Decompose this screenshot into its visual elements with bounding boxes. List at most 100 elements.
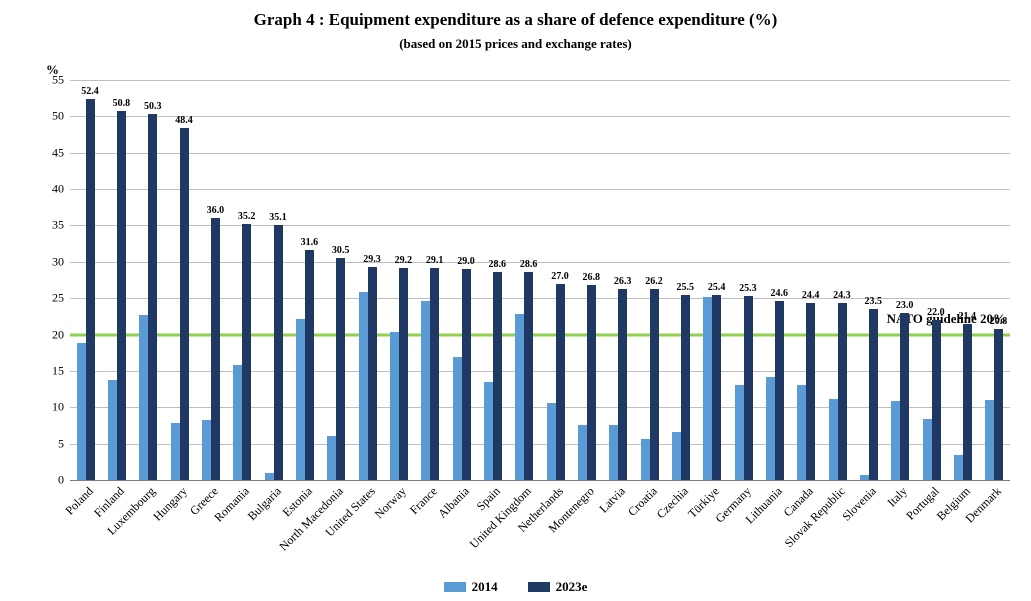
bar-2014: [766, 377, 775, 480]
bar-2014: [296, 319, 305, 480]
bar-value-label: 24.6: [771, 288, 789, 299]
y-tick-label: 40: [52, 182, 64, 197]
x-axis-label: Norway: [372, 484, 410, 522]
bar-value-label: 22.0: [927, 307, 945, 318]
x-axis-label: Albania: [435, 484, 472, 521]
y-tick-label: 50: [52, 109, 64, 124]
x-axis-label: France: [407, 484, 441, 518]
x-axis-label: Bulgaria: [244, 484, 284, 524]
bar-2023e: [932, 320, 941, 480]
y-tick-label: 0: [58, 473, 64, 488]
bar-2014: [578, 425, 587, 480]
bar-2014: [797, 385, 806, 480]
bar-value-label: 52.4: [81, 86, 99, 97]
category-group: 24.3Slovak Republic: [822, 80, 853, 480]
bar-2023e: [556, 284, 565, 480]
bar-2014: [891, 401, 900, 480]
bar-2014: [703, 297, 712, 480]
category-group: 24.4Canada: [791, 80, 822, 480]
bar-2023e: [462, 269, 471, 480]
bar-value-label: 28.6: [520, 259, 538, 270]
gridline: [70, 480, 1010, 481]
bar-value-label: 27.0: [551, 271, 569, 282]
x-axis-label: Latvia: [597, 484, 629, 516]
bar-value-label: 35.2: [238, 211, 256, 222]
x-axis-label: Portugal: [903, 484, 942, 523]
bar-value-label: 28.6: [489, 259, 507, 270]
bar-2014: [547, 403, 556, 480]
bar-value-label: 29.0: [457, 256, 475, 267]
bar-2023e: [712, 295, 721, 480]
bar-2023e: [618, 289, 627, 480]
bar-2014: [860, 475, 869, 480]
category-group: 48.4Hungary: [164, 80, 195, 480]
equipment-expenditure-chart: Graph 4 : Equipment expenditure as a sha…: [0, 0, 1031, 601]
category-group: 35.2Romania: [227, 80, 258, 480]
category-group: 29.1France: [415, 80, 446, 480]
bar-2014: [484, 382, 493, 480]
bar-value-label: 35.1: [269, 212, 287, 223]
chart-subtitle: (based on 2015 prices and exchange rates…: [0, 36, 1031, 52]
x-axis-label: Italy: [885, 484, 911, 510]
bar-value-label: 24.4: [802, 290, 820, 301]
category-group: 30.5North Macedonia: [321, 80, 352, 480]
bar-2014: [923, 419, 932, 480]
bar-value-label: 36.0: [207, 205, 225, 216]
bar-value-label: 21.4: [958, 311, 976, 322]
bar-2014: [453, 357, 462, 480]
bar-2023e: [242, 224, 251, 480]
bar-value-label: 48.4: [175, 115, 193, 126]
bar-value-label: 29.2: [395, 255, 413, 266]
y-tick-label: 35: [52, 218, 64, 233]
bar-2014: [421, 301, 430, 480]
category-group: 26.3Latvia: [603, 80, 634, 480]
bar-value-label: 24.3: [833, 290, 851, 301]
bar-2023e: [650, 289, 659, 480]
bar-2023e: [305, 250, 314, 480]
bar-2014: [390, 332, 399, 480]
bar-2014: [735, 385, 744, 480]
bar-value-label: 25.3: [739, 283, 757, 294]
bar-value-label: 26.3: [614, 276, 632, 287]
category-group: 52.4Poland: [70, 80, 101, 480]
bar-value-label: 30.5: [332, 245, 350, 256]
x-axis-label: Croatia: [625, 484, 661, 520]
category-group: 28.6United Kingdom: [509, 80, 540, 480]
bar-2023e: [336, 258, 345, 480]
category-group: 26.2Croatia: [634, 80, 665, 480]
bar-value-label: 29.3: [363, 254, 381, 265]
bar-2023e: [838, 303, 847, 480]
bar-value-label: 23.0: [896, 300, 914, 311]
bar-2014: [233, 365, 242, 480]
bar-2023e: [963, 324, 972, 480]
category-group: 23.0Italy: [885, 80, 916, 480]
bar-value-label: 31.6: [301, 237, 319, 248]
bar-2014: [641, 439, 650, 480]
bar-2014: [954, 455, 963, 480]
bar-2023e: [744, 296, 753, 480]
bar-2023e: [994, 329, 1003, 480]
bar-2014: [359, 292, 368, 480]
y-tick-label: 45: [52, 145, 64, 160]
legend-swatch: [528, 582, 550, 592]
x-axis-label: Hungary: [150, 484, 190, 524]
bar-2014: [515, 314, 524, 480]
category-group: 22.0Portugal: [916, 80, 947, 480]
category-group: 21.4Belgium: [947, 80, 978, 480]
bar-2023e: [399, 268, 408, 480]
category-group: 25.5Czechia: [665, 80, 696, 480]
bar-2023e: [524, 272, 533, 480]
bar-value-label: 50.8: [113, 98, 131, 109]
bar-2023e: [493, 272, 502, 480]
bar-2014: [171, 423, 180, 480]
bar-2023e: [900, 313, 909, 480]
category-group: 25.4Türkiye: [697, 80, 728, 480]
category-group: 24.6Lithuania: [759, 80, 790, 480]
legend: 20142023e: [0, 579, 1031, 595]
y-tick-label: 20: [52, 327, 64, 342]
bar-value-label: 20.8: [990, 316, 1008, 327]
y-tick-label: 25: [52, 291, 64, 306]
bar-2014: [77, 343, 86, 480]
category-group: 29.3United States: [352, 80, 383, 480]
category-group: 25.3Germany: [728, 80, 759, 480]
